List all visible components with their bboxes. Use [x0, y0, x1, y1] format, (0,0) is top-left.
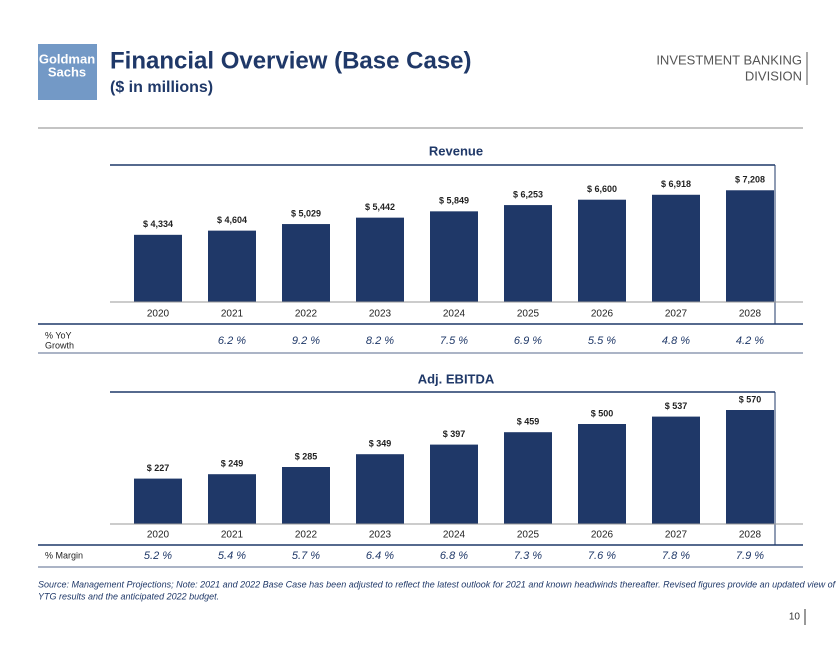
row-cell: 7.9 %	[736, 550, 764, 562]
row-label: Growth	[45, 340, 74, 350]
x-tick-label: 2028	[739, 309, 762, 320]
division: INVESTMENT BANKING	[656, 52, 802, 67]
data-label: $ 4,334	[143, 219, 173, 229]
x-tick-label: 2022	[295, 309, 318, 320]
logo-text: Sachs	[48, 64, 86, 79]
data-label: $ 4,604	[217, 215, 247, 225]
data-label: $ 6,253	[513, 189, 543, 199]
data-label: $ 5,442	[365, 202, 395, 212]
row-cell: 6.4 %	[366, 550, 394, 562]
footnote: YTG results and the anticipated 2022 bud…	[38, 591, 219, 601]
row-cell: 9.2 %	[292, 335, 320, 347]
x-tick-label: 2026	[591, 530, 614, 541]
row-cell: 6.2 %	[218, 335, 246, 347]
bar	[504, 205, 552, 302]
bar	[134, 478, 182, 524]
bar	[504, 432, 552, 524]
data-label: $ 285	[295, 451, 318, 461]
row-cell: 7.5 %	[440, 335, 468, 347]
bar	[652, 194, 700, 302]
footnote: Source: Management Projections; Note: 20…	[38, 579, 837, 589]
bar	[726, 410, 774, 524]
data-label: $ 227	[147, 463, 170, 473]
data-label: $ 249	[221, 459, 244, 469]
data-label: $ 6,918	[661, 179, 691, 189]
bar	[282, 467, 330, 524]
logo-box	[38, 44, 97, 100]
data-label: $ 5,849	[439, 196, 469, 206]
x-tick-label: 2023	[369, 309, 392, 320]
row-cell: 5.2 %	[144, 550, 172, 562]
row-label: % Margin	[45, 550, 83, 560]
division: DIVISION	[745, 68, 802, 83]
bar	[134, 234, 182, 302]
page-number: 10	[789, 612, 801, 623]
row-cell: 5.4 %	[218, 550, 246, 562]
x-tick-label: 2021	[221, 309, 244, 320]
data-label: $ 5,029	[291, 208, 321, 218]
row-cell: 6.9 %	[514, 335, 542, 347]
bar	[282, 224, 330, 302]
x-tick-label: 2022	[295, 530, 318, 541]
bar	[208, 474, 256, 524]
row-cell: 7.3 %	[514, 550, 542, 562]
x-tick-label: 2020	[147, 530, 170, 541]
bar	[578, 424, 626, 524]
data-label: $ 570	[739, 394, 762, 404]
data-label: $ 459	[517, 417, 540, 427]
bar	[578, 199, 626, 302]
bar	[356, 217, 404, 302]
bar	[356, 454, 404, 524]
row-cell: 7.6 %	[588, 550, 616, 562]
bar	[208, 230, 256, 302]
x-tick-label: 2025	[517, 309, 540, 320]
logo-text: Goldman	[39, 51, 95, 66]
row-cell: 4.2 %	[736, 335, 764, 347]
row-cell: 4.8 %	[662, 335, 690, 347]
x-tick-label: 2028	[739, 530, 762, 541]
data-label: $ 7,208	[735, 175, 765, 185]
row-label: % YoY	[45, 330, 72, 340]
x-tick-label: 2027	[665, 530, 688, 541]
chart-title: Revenue	[429, 143, 483, 158]
slide-title: Financial Overview (Base Case)	[110, 47, 472, 74]
row-cell: 6.8 %	[440, 550, 468, 562]
bar	[726, 190, 774, 302]
x-tick-label: 2023	[369, 530, 392, 541]
x-tick-label: 2025	[517, 530, 540, 541]
slide-subtitle: ($ in millions)	[110, 79, 213, 96]
bar	[652, 416, 700, 524]
data-label: $ 500	[591, 408, 614, 418]
x-tick-label: 2024	[443, 530, 466, 541]
data-label: $ 397	[443, 429, 466, 439]
x-tick-label: 2021	[221, 530, 244, 541]
row-cell: 5.7 %	[292, 550, 320, 562]
chart-title: Adj. EBITDA	[418, 371, 495, 386]
x-tick-label: 2020	[147, 309, 170, 320]
x-tick-label: 2024	[443, 309, 466, 320]
x-tick-label: 2027	[665, 309, 688, 320]
row-cell: 8.2 %	[366, 335, 394, 347]
data-label: $ 537	[665, 401, 688, 411]
data-label: $ 349	[369, 439, 392, 449]
data-label: $ 6,600	[587, 184, 617, 194]
bar	[430, 444, 478, 524]
row-cell: 5.5 %	[588, 335, 616, 347]
row-cell: 7.8 %	[662, 550, 690, 562]
bar	[430, 211, 478, 302]
x-tick-label: 2026	[591, 309, 614, 320]
